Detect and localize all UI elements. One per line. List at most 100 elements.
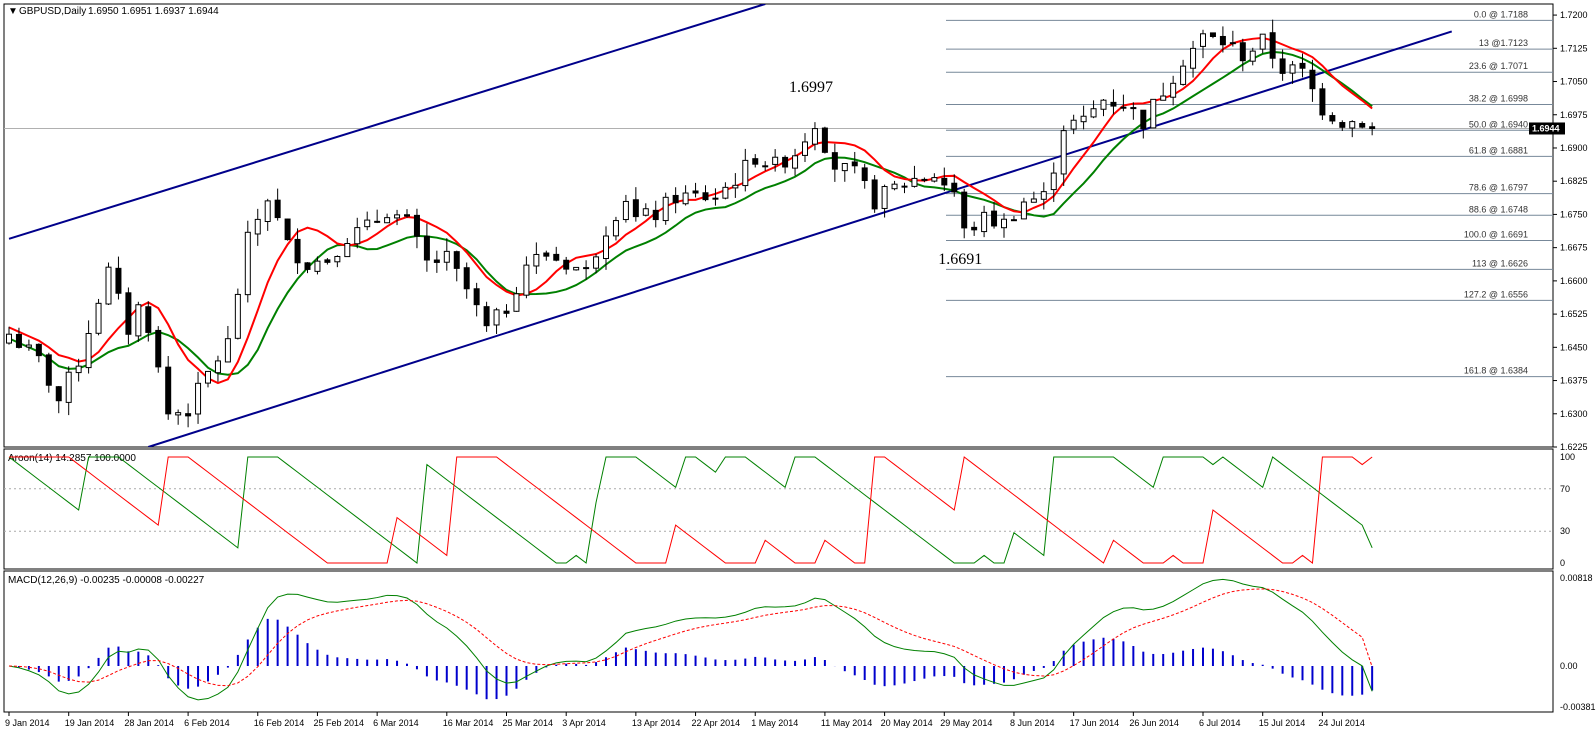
time-tick-label: 11 May 2014 xyxy=(821,718,872,728)
time-tick-label: 13 Apr 2014 xyxy=(632,718,681,728)
candle-body xyxy=(394,214,401,219)
candlesticks xyxy=(6,19,1376,428)
aroon-down-line xyxy=(9,456,1373,564)
candle-body xyxy=(792,155,799,169)
candle-body xyxy=(1209,32,1216,38)
fib-label: 38.2 @ 1.6998 xyxy=(1469,94,1528,104)
price-panel[interactable] xyxy=(3,3,1554,448)
candle-body xyxy=(214,360,221,374)
candle-body xyxy=(85,332,92,369)
ma-fast-line xyxy=(8,36,1373,385)
macd-panel[interactable] xyxy=(3,570,1554,713)
fib-label: 161.8 @ 1.6384 xyxy=(1464,366,1528,376)
candle-body xyxy=(135,304,142,337)
candle-body xyxy=(742,159,749,187)
candle-body xyxy=(404,214,410,217)
candle-body xyxy=(105,266,112,305)
candle-body xyxy=(55,386,62,402)
price-tick-label: 1.6750 xyxy=(1560,209,1588,219)
candle-body xyxy=(1180,65,1187,85)
candle-body xyxy=(15,333,22,348)
candle-body xyxy=(1239,42,1246,62)
candle-body xyxy=(125,292,132,335)
symbol-dropdown-icon[interactable]: ▼ xyxy=(8,6,18,17)
price-tick-label: 1.6900 xyxy=(1560,143,1588,153)
candle-body xyxy=(1120,106,1127,109)
fib-label: 113 @ 1.6626 xyxy=(1472,258,1528,268)
candle-body xyxy=(224,338,231,363)
candle-body xyxy=(772,156,779,165)
price-tick-label: 1.6675 xyxy=(1560,243,1588,253)
candle-body xyxy=(95,302,102,334)
time-tick-label: 29 May 2014 xyxy=(940,718,992,728)
time-tick-label: 6 Jul 2014 xyxy=(1199,718,1241,728)
aroon-tick-label: 70 xyxy=(1560,484,1570,494)
price-tick-label: 1.6300 xyxy=(1560,409,1588,419)
candle-body xyxy=(1070,119,1077,130)
price-tick-label: 1.6600 xyxy=(1560,276,1588,286)
candle-body xyxy=(553,253,560,261)
time-tick-label: 16 Feb 2014 xyxy=(254,718,305,728)
candle-body xyxy=(1339,122,1346,128)
candle-body xyxy=(732,184,739,189)
candle-body xyxy=(1319,88,1326,116)
candle-body xyxy=(1150,98,1157,129)
candle-body xyxy=(1100,99,1107,110)
macd-label: MACD(12,26,9) -0.00235 -0.00008 -0.00227 xyxy=(8,575,205,586)
candle-body xyxy=(354,227,361,245)
candle-body xyxy=(1359,123,1366,128)
annotation-high: 1.6997 xyxy=(789,79,833,96)
time-tick-label: 22 Apr 2014 xyxy=(692,718,741,728)
time-axis: 9 Jan 2014 19 Jan 2014 28 Jan 2014 6 Feb 20… xyxy=(5,712,1365,728)
aroon-tick-label: 0 xyxy=(1560,558,1565,568)
candle-body xyxy=(165,366,172,415)
fib-label: 127.2 @ 1.6556 xyxy=(1464,289,1528,299)
price-tick-label: 1.7125 xyxy=(1560,43,1588,53)
candle-body xyxy=(632,199,639,218)
aroon-panel[interactable] xyxy=(3,448,1554,570)
channel-lower-line xyxy=(147,30,1453,447)
candle-body xyxy=(1080,115,1087,123)
candle-body xyxy=(851,161,858,167)
candle-body xyxy=(294,238,301,264)
candle-body xyxy=(374,220,381,223)
candle-body xyxy=(324,259,331,263)
candle-body xyxy=(523,264,530,296)
fib-label: 13 @1.7123 xyxy=(1479,38,1528,48)
candle-body xyxy=(1001,218,1007,229)
fib-label: 78.6 @ 1.6797 xyxy=(1469,183,1528,193)
candle-body xyxy=(1299,62,1306,69)
macd-tick-label: 0.00 xyxy=(1560,661,1578,671)
candle-body xyxy=(831,152,838,170)
price-axis: 1.7200 1.7125 1.7050 1.6975 1.6900 1.6825 1.67… xyxy=(1553,10,1588,452)
candle-body xyxy=(871,179,878,210)
price-tick-label: 1.6450 xyxy=(1560,342,1588,352)
fib-label: 88.6 @ 1.6748 xyxy=(1469,204,1528,214)
fib-label: 23.6 @ 1.7071 xyxy=(1469,61,1528,71)
fib-label: 100.0 @ 1.6691 xyxy=(1464,230,1528,240)
candle-body xyxy=(264,200,271,223)
candle-body xyxy=(244,231,251,296)
candle-body xyxy=(652,209,659,221)
aroon-tick-label: 100 xyxy=(1560,452,1575,462)
candle-body xyxy=(1040,191,1047,200)
candle-body xyxy=(1090,108,1097,118)
candle-body xyxy=(811,128,818,145)
candle-body xyxy=(1369,126,1376,129)
candle-body xyxy=(1249,50,1256,62)
aroon-indicator: 100 70 30 0 xyxy=(4,452,1575,568)
time-tick-label: 28 Jan 2014 xyxy=(124,718,174,728)
candle-body xyxy=(314,260,321,272)
candle-body xyxy=(861,167,868,182)
candle-body xyxy=(921,178,928,181)
candle-body xyxy=(563,259,570,270)
candle-body xyxy=(413,214,420,237)
candle-body xyxy=(891,183,898,190)
aroon-up-line xyxy=(8,456,1373,564)
candle-body xyxy=(433,259,440,263)
candle-body xyxy=(1160,95,1167,101)
candle-body xyxy=(274,199,281,219)
candle-body xyxy=(543,252,550,257)
candle-body xyxy=(1170,82,1177,98)
